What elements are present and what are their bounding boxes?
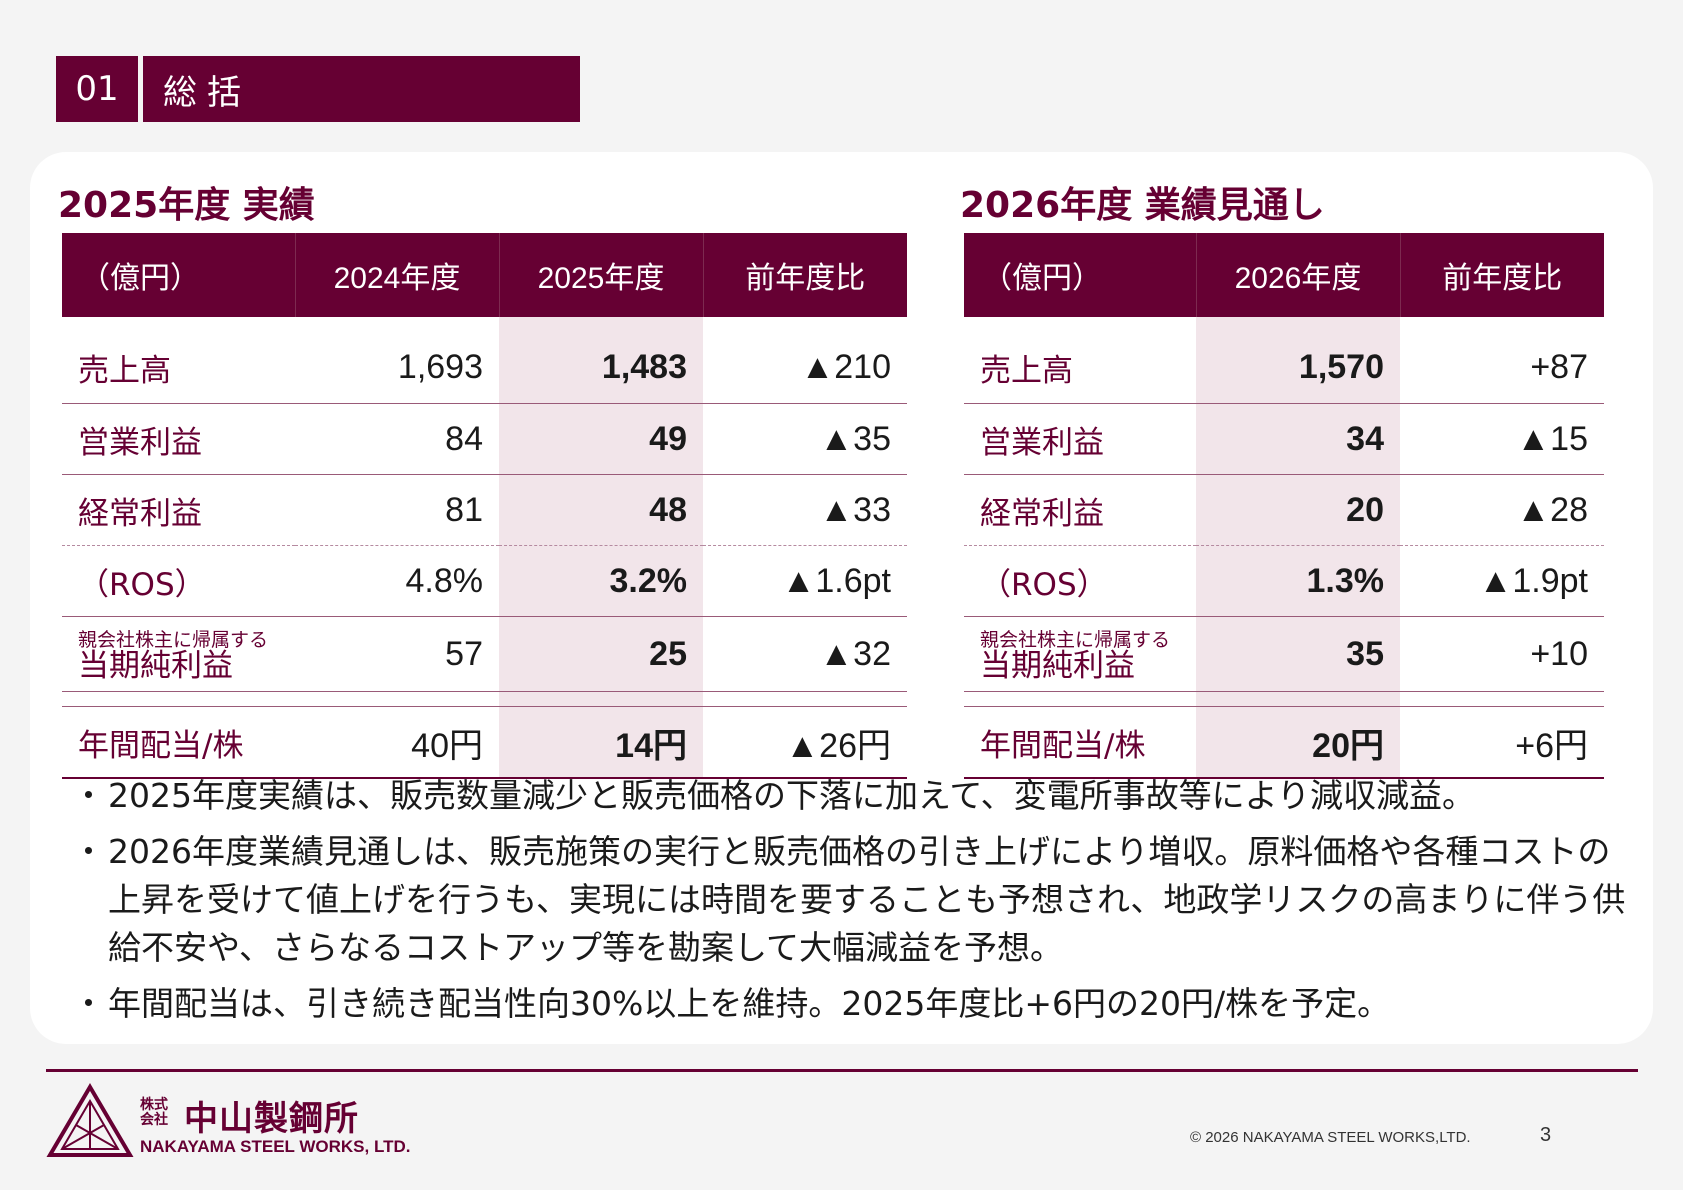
cell-value: 49	[499, 403, 703, 475]
header-unit: （億円）	[62, 233, 296, 317]
row-label: 経常利益	[964, 474, 1196, 546]
row-label: 経常利益	[62, 474, 295, 546]
bullet-item: 2025年度実績は、販売数量減少と販売価格の下落に加えて、変電所事故等により減収…	[72, 772, 1638, 820]
cell-value: +10	[1400, 616, 1604, 692]
table-row: （ROS） 1.3% ▲1.9pt	[964, 545, 1604, 617]
cell-value: ▲32	[703, 616, 907, 692]
cell-value: 20円	[1196, 706, 1400, 779]
cell-value: ▲28	[1400, 474, 1604, 546]
cell-value: 34	[1196, 403, 1400, 475]
cell-value: ▲15	[1400, 403, 1604, 475]
table-row: 親会社株主に帰属する 当期純利益 57 25 ▲32	[62, 616, 907, 692]
table-row: 営業利益 84 49 ▲35	[62, 403, 907, 475]
cell-value: 48	[499, 474, 703, 546]
triangle-logo-icon	[46, 1083, 134, 1157]
summary-bullets: 2025年度実績は、販売数量減少と販売価格の下落に加えて、変電所事故等により減収…	[72, 772, 1638, 1036]
footer-divider	[46, 1069, 1638, 1072]
cell-value: +6円	[1400, 706, 1604, 779]
header-fy2025: 2025年度	[499, 233, 704, 317]
row-label: （ROS）	[62, 545, 295, 617]
row-label: 年間配当/株	[964, 706, 1196, 779]
cell-value: 1,483	[499, 331, 703, 404]
table-row: 売上高 1,570 +87	[964, 331, 1604, 404]
header-unit: （億円）	[964, 233, 1197, 317]
row-label: 営業利益	[62, 403, 295, 475]
logo-english-name: NAKAYAMA STEEL WORKS, LTD.	[140, 1137, 411, 1156]
cell-value: 14円	[499, 706, 703, 779]
row-label: （ROS）	[964, 545, 1196, 617]
company-logo: 株式会社 中山製鋼所 NAKAYAMA STEEL WORKS, LTD.	[46, 1083, 410, 1159]
copyright-text: © 2026 NAKAYAMA STEEL WORKS,LTD.	[1190, 1129, 1471, 1146]
cell-value: ▲1.6pt	[703, 545, 907, 617]
bullet-item: 年間配当は、引き続き配当性向30%以上を維持。2025年度比+6円の20円/株を…	[72, 980, 1638, 1028]
table-row: 年間配当/株 40円 14円 ▲26円	[62, 706, 907, 779]
row-label: 売上高	[964, 331, 1196, 404]
cell-value: 1.3%	[1196, 545, 1400, 617]
header-yoy: 前年度比	[1400, 233, 1604, 317]
table-row: 経常利益 20 ▲28	[964, 474, 1604, 546]
section-title: 総括	[163, 72, 251, 113]
forecast-table-2026: （億円） 2026年度 前年度比 売上高 1,570 +87 営業利益 34 ▲…	[964, 233, 1604, 779]
table-row: 経常利益 81 48 ▲33	[62, 474, 907, 546]
table-row: 親会社株主に帰属する 当期純利益 35 +10	[964, 616, 1604, 692]
table-row: （ROS） 4.8% 3.2% ▲1.6pt	[62, 545, 907, 617]
cell-value: 1,570	[1196, 331, 1400, 404]
header-yoy: 前年度比	[703, 233, 907, 317]
cell-value: 57	[295, 616, 499, 692]
row-label: 営業利益	[964, 403, 1196, 475]
header-fy2026: 2026年度	[1196, 233, 1401, 317]
bullet-item: 2026年度業績見通しは、販売施策の実行と販売価格の引き上げにより増収。原料価格…	[72, 828, 1638, 972]
row-label-main: 当期純利益	[980, 648, 1135, 684]
table-row: 売上高 1,693 1,483 ▲210	[62, 331, 907, 404]
cell-value: 81	[295, 474, 499, 546]
row-label: 親会社株主に帰属する 当期純利益	[62, 616, 295, 692]
cell-value: ▲35	[703, 403, 907, 475]
section-number: 01	[56, 56, 143, 122]
page-number: 3	[1540, 1124, 1552, 1146]
cell-value: +87	[1400, 331, 1604, 404]
section-header: 01 総括	[56, 56, 580, 122]
cell-value: 4.8%	[295, 545, 499, 617]
cell-value: 35	[1196, 616, 1400, 692]
header-fy2024: 2024年度	[295, 233, 500, 317]
row-label-small: 親会社株主に帰属する	[78, 629, 269, 651]
logo-small-text: 株式会社	[140, 1097, 168, 1128]
results-table-2025: （億円） 2024年度 2025年度 前年度比 売上高 1,693 1,483 …	[62, 233, 907, 779]
row-label-main: 当期純利益	[78, 648, 233, 684]
cell-value: ▲1.9pt	[1400, 545, 1604, 617]
cell-value: ▲33	[703, 474, 907, 546]
cell-value: 20	[1196, 474, 1400, 546]
right-block-title: 2026年度 業績見通し	[960, 185, 1325, 226]
cell-value: 25	[499, 616, 703, 692]
row-label-small: 親会社株主に帰属する	[980, 629, 1171, 651]
left-block-title: 2025年度 実績	[58, 185, 315, 226]
cell-value: 3.2%	[499, 545, 703, 617]
table-row: 年間配当/株 20円 +6円	[964, 706, 1604, 779]
cell-value: 84	[295, 403, 499, 475]
row-label: 年間配当/株	[62, 706, 295, 779]
cell-value: ▲26円	[703, 706, 907, 779]
table-row: 営業利益 34 ▲15	[964, 403, 1604, 475]
logo-company-name: 中山製鋼所	[184, 1099, 359, 1139]
cell-value: ▲210	[703, 331, 907, 404]
row-label: 親会社株主に帰属する 当期純利益	[964, 616, 1196, 692]
cell-value: 40円	[295, 706, 499, 779]
cell-value: 1,693	[295, 331, 499, 404]
row-label: 売上高	[62, 331, 295, 404]
